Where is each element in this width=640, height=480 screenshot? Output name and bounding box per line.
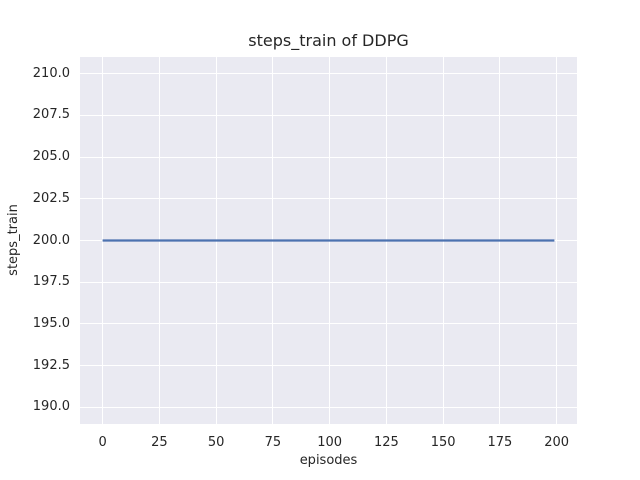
y-tick-label: 190.0 [32,399,70,415]
y-tick-label: 197.5 [32,274,70,290]
y-tick-label: 192.5 [32,357,70,373]
x-tick-label: 100 [317,435,343,450]
gridline-horizontal [80,365,577,367]
gridline-horizontal [80,198,577,200]
x-tick-label: 0 [98,435,107,450]
y-tick-label: 195.0 [32,315,70,331]
y-tick-label: 210.0 [32,65,70,81]
x-tick-label: 150 [430,435,456,450]
plot-area [80,57,577,424]
x-axis-label: episodes [299,453,358,468]
gridline-horizontal [80,156,577,158]
gridline-horizontal [80,281,577,283]
x-tick-label: 25 [151,435,168,450]
y-axis-label: steps_train [6,204,21,276]
gridline-horizontal [80,323,577,325]
y-tick-label: 200.0 [32,232,70,248]
gridline-horizontal [80,73,577,75]
x-tick-label: 200 [544,435,570,450]
y-tick-label: 207.5 [32,107,70,123]
line-layer [102,239,555,242]
x-tick-label: 125 [373,435,399,450]
y-tick-label: 202.5 [32,190,70,206]
y-tick-label: 205.0 [32,149,70,165]
x-tick-label: 50 [207,435,225,450]
x-tick-label: 75 [264,435,282,450]
gridline-horizontal [80,406,577,408]
chart-title: steps_train of DDPG [248,31,409,50]
x-tick-label: 175 [487,435,513,450]
gridline-horizontal [80,114,577,116]
